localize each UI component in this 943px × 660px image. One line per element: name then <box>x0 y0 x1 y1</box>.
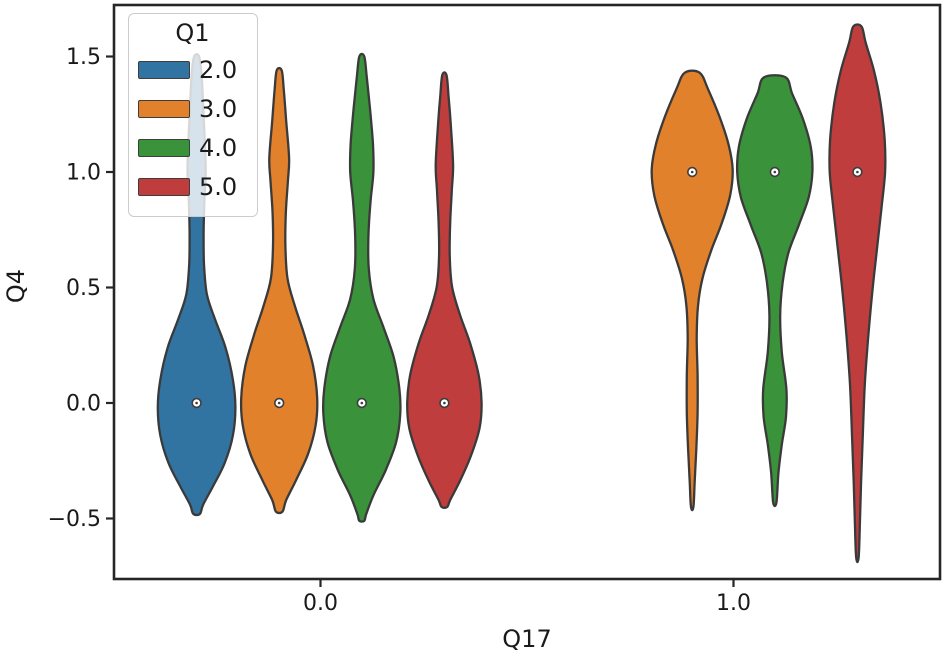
median-marker-center <box>856 170 859 174</box>
legend-label: 3.0 <box>199 94 238 123</box>
y-tick-label: −0.5 <box>48 507 101 532</box>
y-tick-label: 1.0 <box>66 161 101 186</box>
legend-label: 4.0 <box>199 133 238 162</box>
legend-entry: 5.0 <box>138 167 247 206</box>
y-tick-label: 0.0 <box>66 392 101 417</box>
violin-0.0-hue-4.0 <box>321 52 402 523</box>
legend-label: 5.0 <box>199 172 238 201</box>
legend-swatch-icon <box>138 138 190 157</box>
axes-frame <box>112 3 942 581</box>
violin-1.0-hue-5.0 <box>828 23 887 564</box>
median-marker-center <box>360 401 364 405</box>
x-tick-label: 0.0 <box>303 591 338 616</box>
violin-1.0-hue-4.0 <box>735 74 814 508</box>
y-tick-label: 0.5 <box>66 276 101 301</box>
legend-swatch-icon <box>138 60 190 79</box>
median-marker-center <box>195 401 198 405</box>
median-marker-center <box>443 401 446 405</box>
violin-0.0-hue-3.0 <box>239 66 319 515</box>
legend-entry: 4.0 <box>138 128 247 167</box>
legend-swatch-icon <box>138 177 190 196</box>
legend-entry: 3.0 <box>138 89 247 128</box>
violin-0.0-hue-5.0 <box>406 71 483 509</box>
legend-entry: 2.0 <box>138 50 247 89</box>
violin-1.0-hue-3.0 <box>650 69 734 512</box>
y-axis-label: Q4 <box>2 268 30 304</box>
x-axis-label: Q17 <box>502 625 552 653</box>
median-marker-center <box>277 401 281 405</box>
x-tick-label: 1.0 <box>716 591 751 616</box>
median-marker-center <box>773 170 777 174</box>
legend: Q1 2.0 3.0 4.0 5.0 <box>128 13 258 217</box>
median-marker-center <box>690 170 694 174</box>
y-tick-label: 1.5 <box>66 45 101 70</box>
legend-title: Q1 <box>175 19 210 47</box>
legend-label: 2.0 <box>199 55 238 84</box>
legend-swatch-icon <box>138 99 190 118</box>
